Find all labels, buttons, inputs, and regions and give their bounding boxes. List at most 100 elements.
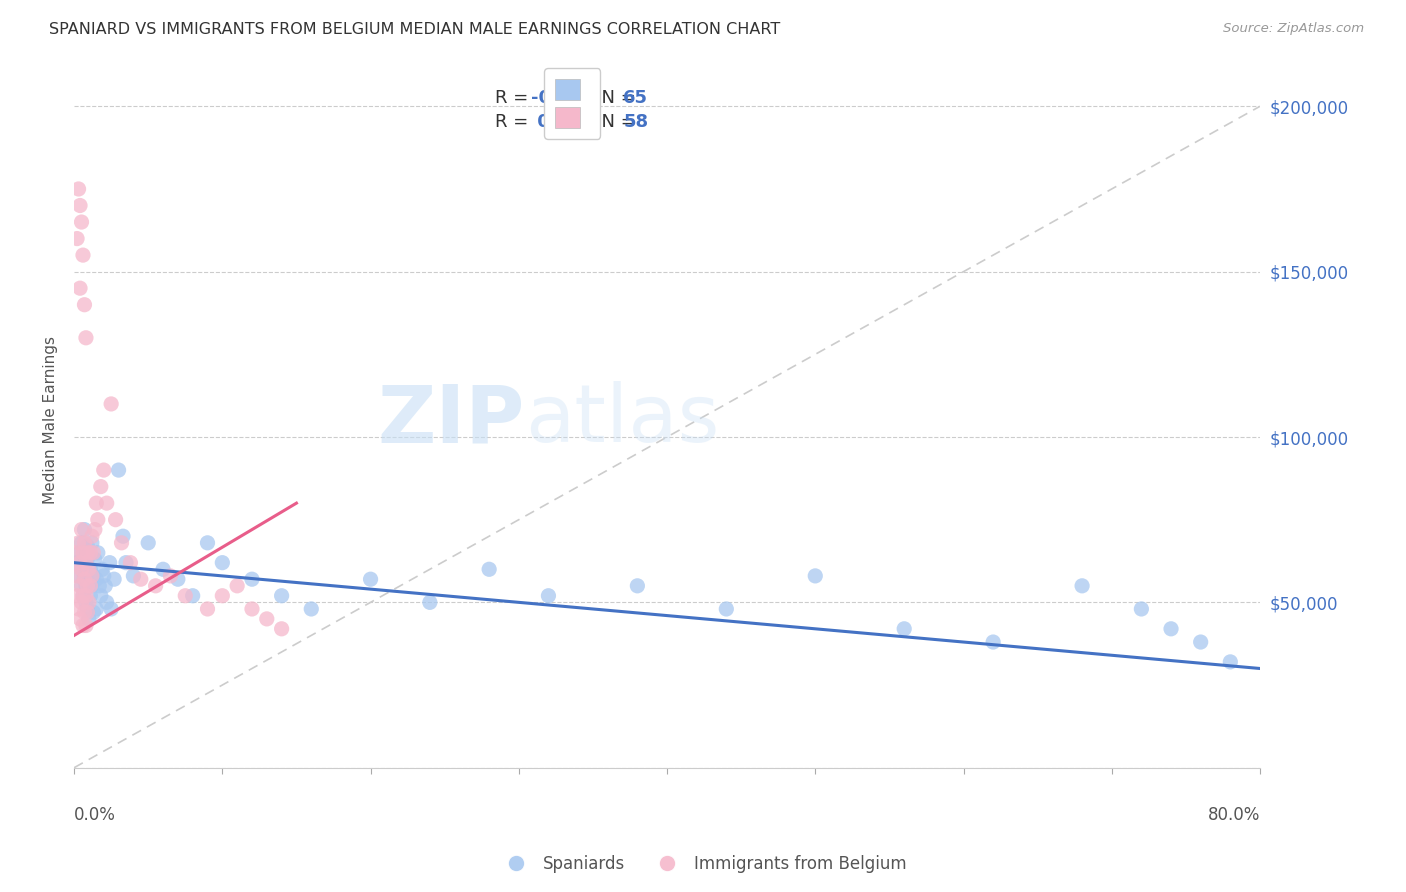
Point bbox=[70, 595, 93, 609]
Point bbox=[73, 605, 96, 619]
Point bbox=[69, 579, 91, 593]
Point bbox=[76, 546, 98, 560]
Point bbox=[76, 605, 98, 619]
Point bbox=[136, 536, 159, 550]
Point bbox=[73, 298, 96, 312]
Point bbox=[69, 556, 91, 570]
Point bbox=[65, 546, 87, 560]
Point bbox=[98, 556, 121, 570]
Point bbox=[90, 589, 112, 603]
Point bbox=[226, 579, 249, 593]
Point bbox=[75, 331, 97, 345]
Point bbox=[72, 589, 94, 603]
Point bbox=[94, 579, 117, 593]
Legend: , : , bbox=[544, 69, 600, 139]
Point bbox=[76, 602, 98, 616]
Point bbox=[79, 589, 101, 603]
Point bbox=[419, 595, 441, 609]
Point bbox=[77, 575, 100, 590]
Point bbox=[73, 546, 96, 560]
Point bbox=[96, 595, 118, 609]
Point bbox=[86, 572, 108, 586]
Point bbox=[70, 562, 93, 576]
Point bbox=[89, 579, 111, 593]
Point bbox=[83, 552, 105, 566]
Point bbox=[67, 182, 90, 196]
Legend: Spaniards, Immigrants from Belgium: Spaniards, Immigrants from Belgium bbox=[494, 848, 912, 880]
Point bbox=[1219, 655, 1241, 669]
Point bbox=[79, 562, 101, 576]
Text: R =: R = bbox=[495, 88, 534, 106]
Point bbox=[69, 612, 91, 626]
Point bbox=[104, 513, 127, 527]
Point bbox=[67, 569, 90, 583]
Point bbox=[96, 496, 118, 510]
Point bbox=[75, 556, 97, 570]
Point bbox=[86, 496, 108, 510]
Point bbox=[211, 556, 233, 570]
Point bbox=[72, 546, 94, 560]
Point bbox=[77, 612, 100, 626]
Point bbox=[69, 546, 91, 560]
Point bbox=[197, 602, 219, 616]
Point bbox=[73, 536, 96, 550]
Point bbox=[537, 589, 560, 603]
Point bbox=[79, 579, 101, 593]
Point bbox=[73, 572, 96, 586]
Point bbox=[145, 579, 167, 593]
Point bbox=[110, 536, 132, 550]
Point bbox=[115, 556, 138, 570]
Text: 80.0%: 80.0% bbox=[1208, 805, 1260, 824]
Point bbox=[70, 523, 93, 537]
Text: 58: 58 bbox=[623, 113, 648, 131]
Text: atlas: atlas bbox=[524, 382, 718, 459]
Point bbox=[70, 215, 93, 229]
Text: 65: 65 bbox=[623, 88, 648, 106]
Point bbox=[716, 602, 738, 616]
Point bbox=[72, 589, 94, 603]
Point bbox=[73, 569, 96, 583]
Point bbox=[1071, 579, 1094, 593]
Text: Source: ZipAtlas.com: Source: ZipAtlas.com bbox=[1223, 22, 1364, 36]
Point bbox=[122, 569, 145, 583]
Point bbox=[75, 618, 97, 632]
Point bbox=[93, 569, 115, 583]
Point bbox=[66, 569, 89, 583]
Text: 0.0%: 0.0% bbox=[75, 805, 115, 824]
Point bbox=[82, 546, 104, 560]
Point bbox=[893, 622, 915, 636]
Point bbox=[79, 546, 101, 560]
Point bbox=[70, 579, 93, 593]
Point bbox=[360, 572, 382, 586]
Point bbox=[75, 595, 97, 609]
Text: ZIP: ZIP bbox=[377, 382, 524, 459]
Point bbox=[129, 572, 152, 586]
Point bbox=[111, 529, 134, 543]
Point bbox=[80, 536, 103, 550]
Text: N =: N = bbox=[591, 88, 641, 106]
Point bbox=[77, 595, 100, 609]
Point bbox=[100, 602, 122, 616]
Point bbox=[70, 536, 93, 550]
Text: -0.318: -0.318 bbox=[530, 88, 595, 106]
Point bbox=[69, 198, 91, 212]
Point bbox=[86, 602, 108, 616]
Point bbox=[478, 562, 501, 576]
Point bbox=[626, 579, 648, 593]
Point bbox=[76, 572, 98, 586]
Point bbox=[107, 463, 129, 477]
Point bbox=[72, 248, 94, 262]
Point bbox=[166, 572, 188, 586]
Point bbox=[83, 523, 105, 537]
Point bbox=[804, 569, 827, 583]
Point bbox=[197, 536, 219, 550]
Point bbox=[75, 579, 97, 593]
Point bbox=[270, 589, 292, 603]
Point bbox=[87, 546, 110, 560]
Point bbox=[1160, 622, 1182, 636]
Point bbox=[67, 602, 90, 616]
Point bbox=[87, 513, 110, 527]
Point bbox=[100, 397, 122, 411]
Point bbox=[240, 602, 263, 616]
Point bbox=[159, 569, 181, 583]
